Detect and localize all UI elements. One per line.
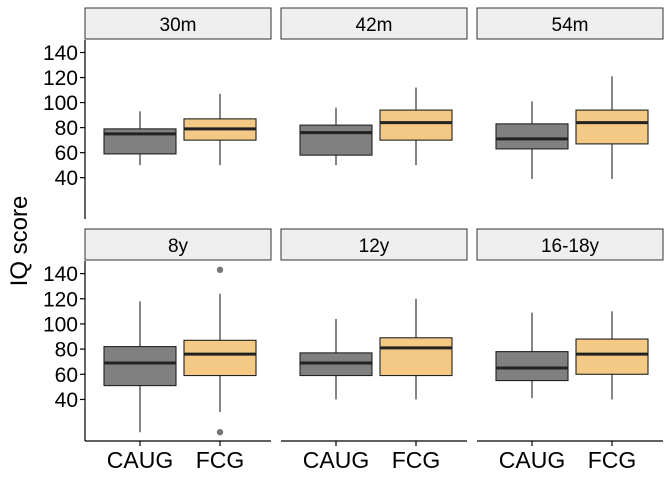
box-iqr [183, 339, 257, 377]
panel-strip [280, 7, 468, 40]
y-tick-label: 100 [43, 313, 78, 336]
y-tick-label: 80 [55, 339, 78, 362]
panel-strip [84, 228, 272, 261]
panel-title: 42m [356, 15, 393, 36]
boxplot-CAUG [495, 101, 569, 179]
y-tick-label: 100 [43, 92, 78, 115]
y-tick-label: 80 [55, 117, 78, 140]
y-tick-label: 140 [43, 42, 78, 65]
panel-title: 30m [160, 15, 197, 36]
outlier-point [216, 266, 224, 274]
x-tick-label: FCG [392, 447, 441, 473]
y-tick-label: 60 [55, 142, 78, 165]
panel-strip [84, 7, 272, 40]
y-tick-label: 40 [55, 389, 78, 412]
panel-16-18y: 16-18y CAUG FCG [476, 228, 664, 473]
box-iqr [495, 123, 569, 150]
y-tick-label: 60 [55, 364, 78, 387]
outlier-point [216, 428, 224, 436]
boxplot-FCG [575, 311, 649, 400]
boxplot-FCG [183, 266, 257, 436]
x-tick-label: FCG [196, 447, 245, 473]
panel-title: 16-18y [541, 236, 600, 257]
panel-strip [476, 7, 664, 40]
box-iqr [379, 337, 453, 377]
panel-title: 54m [552, 15, 589, 36]
panel-54m: 54m [476, 7, 664, 179]
boxplot-FCG [379, 298, 453, 400]
y-axis-title: IQ score [6, 196, 33, 287]
panel-42m: 42m [280, 7, 468, 166]
boxplot-CAUG [299, 107, 373, 166]
box-iqr [575, 338, 649, 375]
y-tick-label: 140 [43, 263, 78, 286]
x-tick-label: CAUG [107, 447, 173, 473]
boxplot-CAUG [103, 301, 177, 433]
boxplot-FCG [575, 76, 649, 179]
box-iqr [379, 109, 453, 141]
boxplot-CAUG [103, 111, 177, 166]
boxplot-CAUG [299, 318, 373, 400]
panel-strip [280, 228, 468, 261]
box-iqr [495, 351, 569, 382]
y-tick-label: 120 [43, 67, 78, 90]
x-tick-label: CAUG [499, 447, 565, 473]
y-tick-label: 120 [43, 288, 78, 311]
y-tick-label: 40 [55, 167, 78, 190]
boxplot-CAUG [495, 312, 569, 399]
panel-title: 12y [359, 236, 390, 257]
box-iqr [299, 124, 373, 156]
panel-strip [476, 228, 664, 261]
x-tick-label: FCG [588, 447, 637, 473]
panel-title: 8y [168, 236, 189, 257]
boxplot-FCG [379, 87, 453, 166]
box-iqr [103, 346, 177, 387]
boxplot-FCG [183, 93, 257, 166]
x-tick-label: CAUG [303, 447, 369, 473]
panel-12y: 12y CAUG FCG [280, 228, 468, 473]
box-iqr [575, 109, 649, 145]
